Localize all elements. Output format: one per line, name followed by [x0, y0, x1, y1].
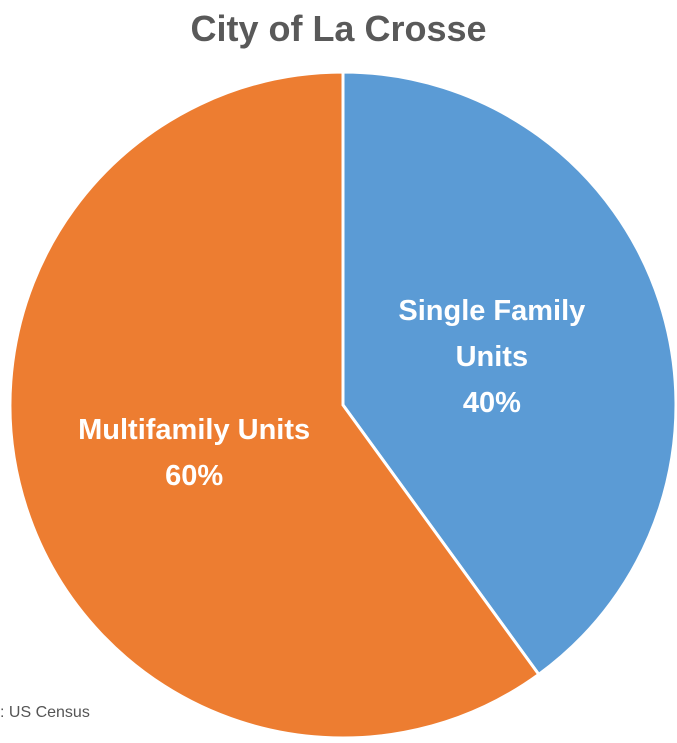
slice-label: Single Family Units 40%: [372, 288, 612, 426]
chart-title: City of La Crosse: [190, 8, 487, 49]
category-label: Single Family Units: [398, 294, 586, 373]
pie-slice: [341, 70, 677, 677]
slice-label: Multifamily Units 60%: [74, 407, 314, 499]
value-label: 60%: [165, 460, 224, 493]
category-label: Multifamily Units: [78, 414, 311, 447]
pie-slice: [8, 70, 541, 740]
source-note: : US Census: [0, 704, 90, 721]
value-label: 40%: [462, 386, 521, 419]
